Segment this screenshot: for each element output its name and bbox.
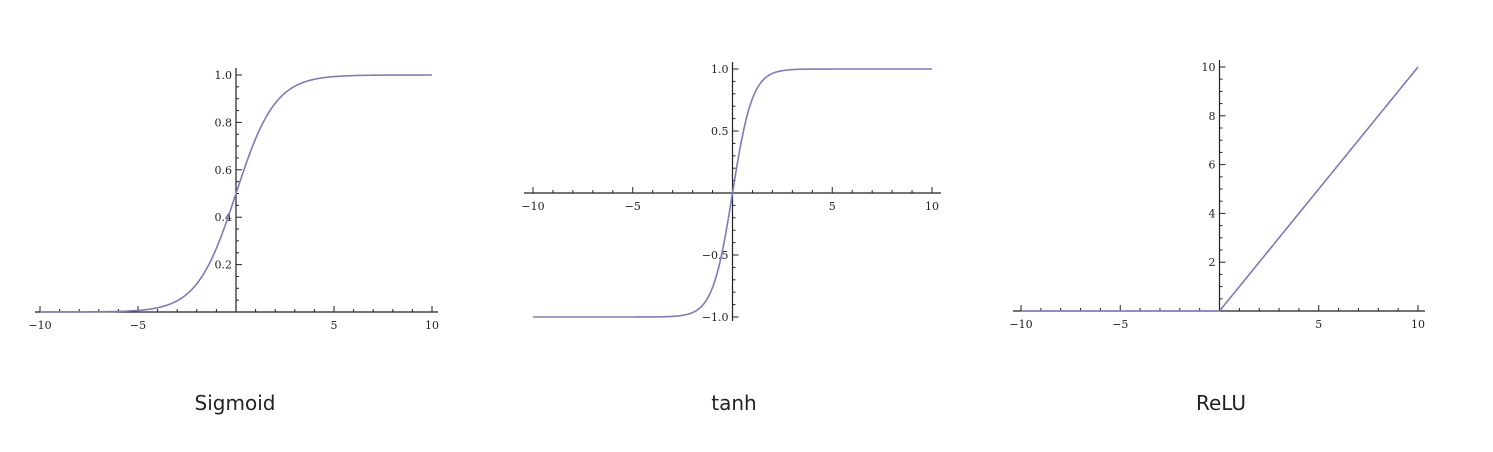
x-tick-label: 10 <box>925 200 939 213</box>
tanh-caption: tanh <box>711 391 756 415</box>
sigmoid-chart: −10 −5 5 10 0.2 0.4 0.6 0.8 1.0 <box>28 68 439 332</box>
y-tick-label: 2 <box>1209 256 1216 269</box>
y-tick-label: 0.2 <box>215 259 233 272</box>
tanh-curve <box>533 68 932 318</box>
x-tick-label: 10 <box>1411 318 1425 331</box>
y-tick-label: 0.5 <box>711 125 729 138</box>
x-tick-label: −5 <box>130 319 146 332</box>
y-tick-label: −0.5 <box>702 249 729 262</box>
x-tick-label: 5 <box>1315 318 1322 331</box>
y-tick-label: 1.0 <box>215 69 233 82</box>
x-tick-label: 5 <box>829 200 836 213</box>
y-tick-label: −1.0 <box>702 311 729 324</box>
x-tick-label: 10 <box>425 319 439 332</box>
x-tick-label: −10 <box>1009 318 1032 331</box>
x-tick-label: −10 <box>521 200 544 213</box>
x-tick-label: 5 <box>331 319 338 332</box>
y-tick-label: 0.8 <box>215 116 233 129</box>
x-tick-label: −10 <box>28 319 51 332</box>
y-tick-label: 0.6 <box>215 164 233 177</box>
y-tick-label: 0.4 <box>215 211 233 224</box>
y-tick-label: 10 <box>1202 61 1216 74</box>
relu-chart: −10 −5 5 10 2 4 6 8 10 <box>1009 60 1425 331</box>
x-tick-label: −5 <box>1112 318 1128 331</box>
relu-curve <box>1021 66 1419 312</box>
sigmoid-caption: Sigmoid <box>195 391 276 415</box>
y-tick-label: 6 <box>1209 159 1216 172</box>
y-tick-label: 4 <box>1209 207 1216 220</box>
relu-caption: ReLU <box>1196 391 1246 415</box>
y-tick-label: 1.0 <box>711 63 729 76</box>
x-tick-label: −5 <box>625 200 641 213</box>
y-tick-label: 8 <box>1209 110 1216 123</box>
sigmoid-curve <box>40 74 432 313</box>
tanh-chart: −10 −5 5 10 −1.0 −0.5 0.5 1.0 <box>521 62 941 324</box>
